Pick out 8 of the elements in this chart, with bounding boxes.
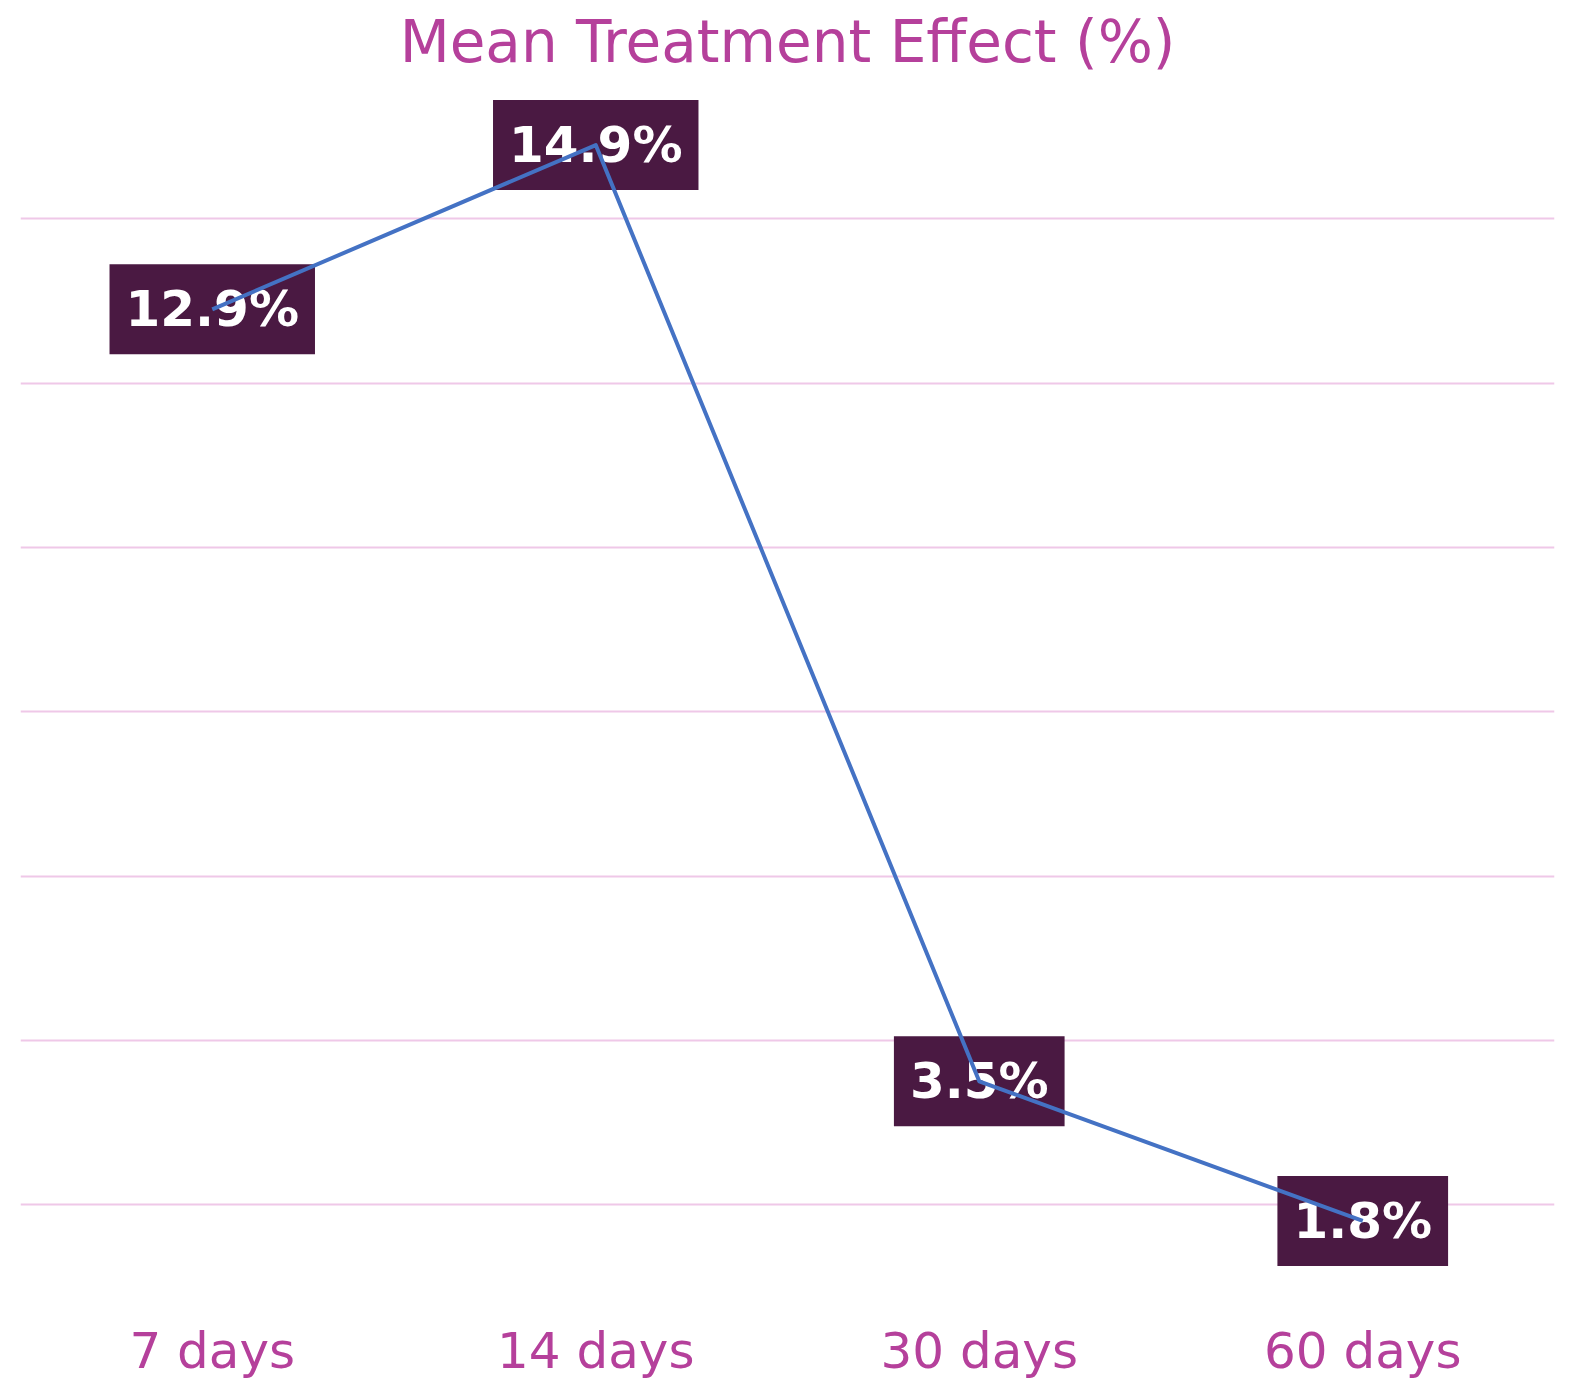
data-label: 12.9% — [125, 280, 299, 339]
chart-title: Mean Treatment Effect (%) — [399, 7, 1176, 76]
data-label: 1.8% — [1293, 1191, 1433, 1250]
x-tick-label: 7 days — [129, 1321, 296, 1380]
x-tick-label: 14 days — [496, 1321, 695, 1380]
x-tick-label: 60 days — [1263, 1321, 1462, 1380]
x-tick-label: 30 days — [880, 1321, 1079, 1380]
data-label: 14.9% — [509, 116, 683, 175]
